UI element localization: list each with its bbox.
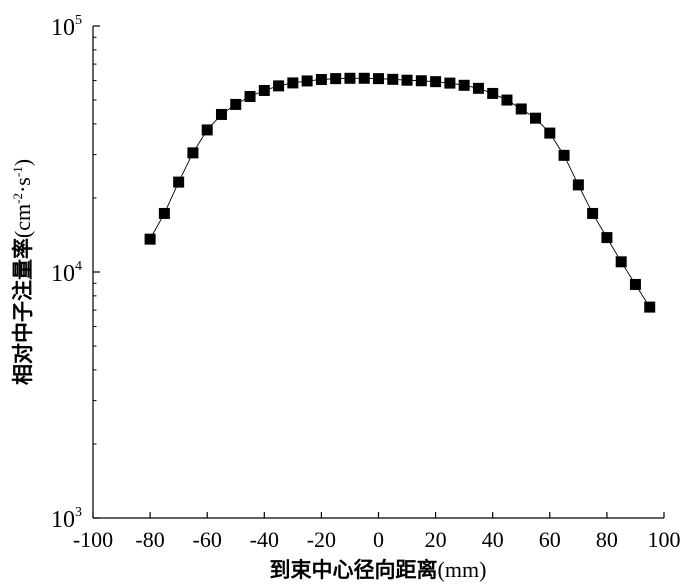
x-axis-ticks: -100 -80 -60 -40 -20 0 20 40 60 80 100	[73, 512, 681, 552]
data-point	[572, 179, 584, 191]
x-tick-label: 0	[373, 527, 384, 552]
data-point	[558, 149, 570, 161]
data-point	[315, 74, 327, 86]
x-tick-label: 100	[648, 527, 681, 552]
y-tick-label-exponent: 5	[75, 13, 82, 28]
y-tick-label-base: 10	[51, 507, 75, 533]
y-tick-label-base: 10	[51, 261, 75, 287]
x-tick-label: 80	[596, 527, 618, 552]
data-point	[201, 124, 213, 136]
data-point	[144, 233, 156, 245]
y-axis-label-text: 相对中子注量率	[11, 238, 35, 385]
y-axis-label-unit-exp1: -2	[10, 193, 25, 204]
x-axis-label: 到束中心径向距离(mm)	[270, 557, 487, 582]
x-tick-label: 60	[539, 527, 561, 552]
y-tick-label: 105	[51, 13, 82, 41]
data-point	[487, 87, 499, 99]
x-tick-label: -100	[73, 527, 113, 552]
data-point	[387, 73, 399, 85]
data-point	[644, 301, 656, 313]
y-tick-label: 103	[51, 505, 82, 533]
data-point	[430, 76, 442, 88]
y-tick-label-base: 10	[51, 15, 75, 41]
y-axis-label-unit-exp2: -1	[10, 166, 25, 177]
data-point	[244, 90, 256, 102]
x-axis-label-unit: (mm)	[438, 557, 487, 582]
data-point	[444, 77, 456, 89]
data-point	[258, 84, 270, 96]
data-point	[515, 103, 527, 115]
data-points	[144, 72, 656, 313]
data-point	[301, 75, 313, 87]
data-point	[344, 72, 356, 84]
x-tick-label: -80	[135, 527, 164, 552]
data-point	[173, 176, 185, 188]
data-point	[230, 98, 242, 110]
data-point	[330, 73, 342, 85]
data-point	[629, 278, 641, 290]
x-tick-label: 40	[482, 527, 504, 552]
data-point	[287, 77, 299, 89]
x-tick-label: -60	[193, 527, 222, 552]
data-point	[544, 127, 556, 139]
x-axis-label-text: 到束中心径向距离	[270, 558, 438, 582]
data-point	[358, 72, 370, 84]
data-point	[587, 207, 599, 219]
y-tick-label: 104	[51, 259, 82, 287]
data-point	[458, 79, 470, 91]
y-tick-label-exponent: 3	[75, 505, 82, 520]
data-point	[472, 82, 484, 94]
data-point	[215, 108, 227, 120]
y-axis-label: 相对中子注量率(cm-2·s-1)	[10, 159, 35, 385]
data-point	[530, 112, 542, 124]
x-tick-label: -20	[307, 527, 336, 552]
y-axis-label-unit-base: (cm	[10, 204, 35, 238]
data-point	[187, 147, 199, 159]
y-axis-label-unit-mid: ·s	[10, 177, 35, 193]
data-point	[158, 207, 170, 219]
data-point	[401, 74, 413, 86]
plot-frame	[92, 26, 664, 519]
y-axis-label-unit-end: )	[10, 159, 35, 166]
y-tick-label-exponent: 4	[75, 259, 82, 274]
data-point	[415, 75, 427, 87]
data-point	[501, 94, 513, 106]
data-point	[373, 73, 384, 85]
data-point	[615, 256, 627, 268]
data-point	[601, 232, 613, 244]
x-tick-label: 20	[425, 527, 447, 552]
x-tick-label: -40	[250, 527, 279, 552]
data-point	[273, 80, 285, 92]
